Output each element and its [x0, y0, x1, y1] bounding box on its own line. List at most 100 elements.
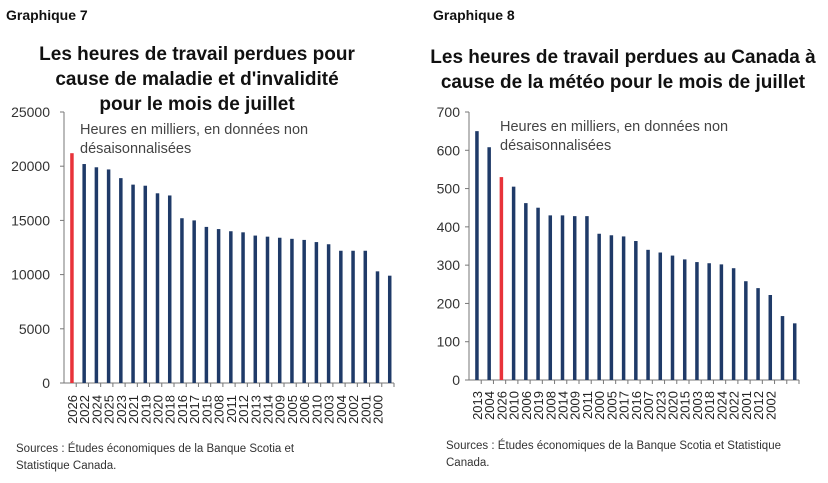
x-tick-label: 2020	[151, 395, 166, 424]
x-tick-label: 2014	[261, 395, 276, 424]
chart-annotation-line: Heures en milliers, en données non	[500, 119, 728, 135]
bar	[119, 178, 123, 383]
x-tick-label: 2023	[114, 395, 129, 424]
bar	[646, 249, 650, 380]
bar	[314, 242, 319, 383]
y-tick-label: 100	[437, 334, 461, 350]
x-tick-label: 2007	[641, 391, 656, 420]
x-tick-label: 2011	[224, 395, 239, 423]
bar	[180, 218, 184, 383]
bar	[744, 281, 748, 380]
bar	[106, 169, 111, 383]
bar	[511, 186, 516, 380]
x-tick-label: 2018	[163, 395, 178, 424]
x-tick-label: 2018	[702, 391, 717, 420]
bar	[707, 263, 711, 380]
y-tick-label: 600	[437, 142, 461, 158]
x-tick-label: 2002	[763, 391, 778, 420]
x-tick-label: 2008	[212, 395, 227, 424]
x-tick-label: 2005	[604, 391, 619, 420]
x-tick-label: 2022	[727, 391, 742, 420]
x-tick-label: 2015	[678, 391, 693, 420]
source-line: Canada.	[446, 457, 490, 469]
x-tick-label: 2013	[470, 391, 485, 420]
bar	[387, 275, 392, 383]
bar	[756, 288, 760, 380]
y-tick-label: 300	[437, 257, 461, 273]
x-tick-label: 2012	[236, 395, 251, 424]
x-tick-label: 2026	[65, 395, 80, 424]
bar	[290, 238, 294, 383]
x-tick-label: 2010	[507, 391, 522, 420]
chart-title-line: Les heures de travail perdues pour	[39, 44, 355, 65]
bar	[155, 193, 160, 383]
x-tick-label: 2001	[358, 395, 373, 424]
chart-panel-8: Graphique 8 Les heures de travail perdue…	[414, 0, 828, 483]
source-line: Sources : Études économiques de la Banqu…	[16, 443, 295, 455]
bar	[351, 250, 355, 383]
bar	[597, 233, 601, 380]
bar	[143, 185, 148, 383]
x-tick-label: 2020	[666, 391, 681, 420]
bar	[695, 262, 699, 380]
y-tick-label: 20000	[11, 158, 50, 174]
chart-title-line: pour le mois de juillet	[99, 94, 295, 115]
bar	[216, 229, 221, 383]
source-note: Sources : Études économiques de la Banqu…	[16, 441, 294, 475]
x-tick-label: 2026	[494, 391, 509, 420]
y-tick-label: 0	[42, 375, 50, 391]
bar	[192, 220, 196, 383]
bar	[131, 184, 135, 383]
x-tick-label: 2017	[617, 391, 632, 420]
x-tick-label: 2022	[77, 395, 92, 424]
x-tick-label: 2017	[187, 395, 202, 424]
x-tick-label: 2000	[371, 395, 386, 424]
bar	[560, 215, 565, 380]
x-tick-label: 2005	[285, 395, 300, 424]
chart-annotation-line: désaisonnalisées	[80, 141, 191, 157]
bar	[375, 271, 380, 383]
y-tick-label: 700	[437, 104, 461, 120]
x-tick-label: 2003	[322, 395, 337, 424]
x-tick-label: 2006	[297, 395, 312, 424]
bar	[277, 237, 282, 383]
bar	[82, 164, 86, 383]
source-line: Sources : Études économiques de la Banqu…	[446, 440, 781, 452]
x-tick-label: 2019	[138, 395, 153, 424]
bar	[658, 252, 663, 380]
x-tick-label: 2001	[739, 391, 754, 420]
x-tick-label: 2023	[653, 391, 668, 420]
y-tick-label: 500	[437, 181, 461, 197]
bar	[94, 167, 99, 383]
source-line: Statistique Canada.	[16, 460, 117, 472]
bar	[487, 147, 491, 380]
x-tick-label: 2025	[102, 395, 117, 424]
graphic-label: Graphique 7	[6, 7, 88, 23]
x-tick-label: 2016	[175, 395, 190, 424]
chart-title: Les heures de travail perdues pour cause…	[32, 42, 362, 117]
x-tick-label: 2016	[629, 391, 644, 420]
bar	[634, 241, 638, 380]
bar	[475, 131, 479, 380]
bar	[536, 207, 540, 380]
y-tick-label: 15000	[11, 212, 50, 228]
bar	[621, 236, 626, 380]
bar-chart-8: 0100200300400500600700201320042026201020…	[437, 104, 800, 420]
x-tick-label: 2009	[273, 395, 288, 424]
x-tick-label: 2004	[334, 395, 349, 424]
bar	[572, 216, 577, 380]
y-tick-label: 5000	[19, 321, 50, 337]
bar	[731, 268, 736, 380]
source-note: Sources : Études économiques de la Banqu…	[446, 438, 781, 472]
bar	[719, 264, 724, 380]
chart-annotation-line: Heures en milliers, en données non	[80, 122, 308, 138]
bar-highlight	[499, 177, 504, 380]
x-tick-label: 2006	[519, 391, 534, 420]
x-tick-label: 2000	[592, 391, 607, 420]
bar	[363, 250, 368, 383]
bar	[609, 235, 614, 380]
x-tick-label: 2004	[482, 391, 497, 420]
y-tick-label: 0	[452, 372, 460, 388]
bar	[302, 239, 306, 383]
x-tick-label: 2024	[714, 391, 729, 420]
